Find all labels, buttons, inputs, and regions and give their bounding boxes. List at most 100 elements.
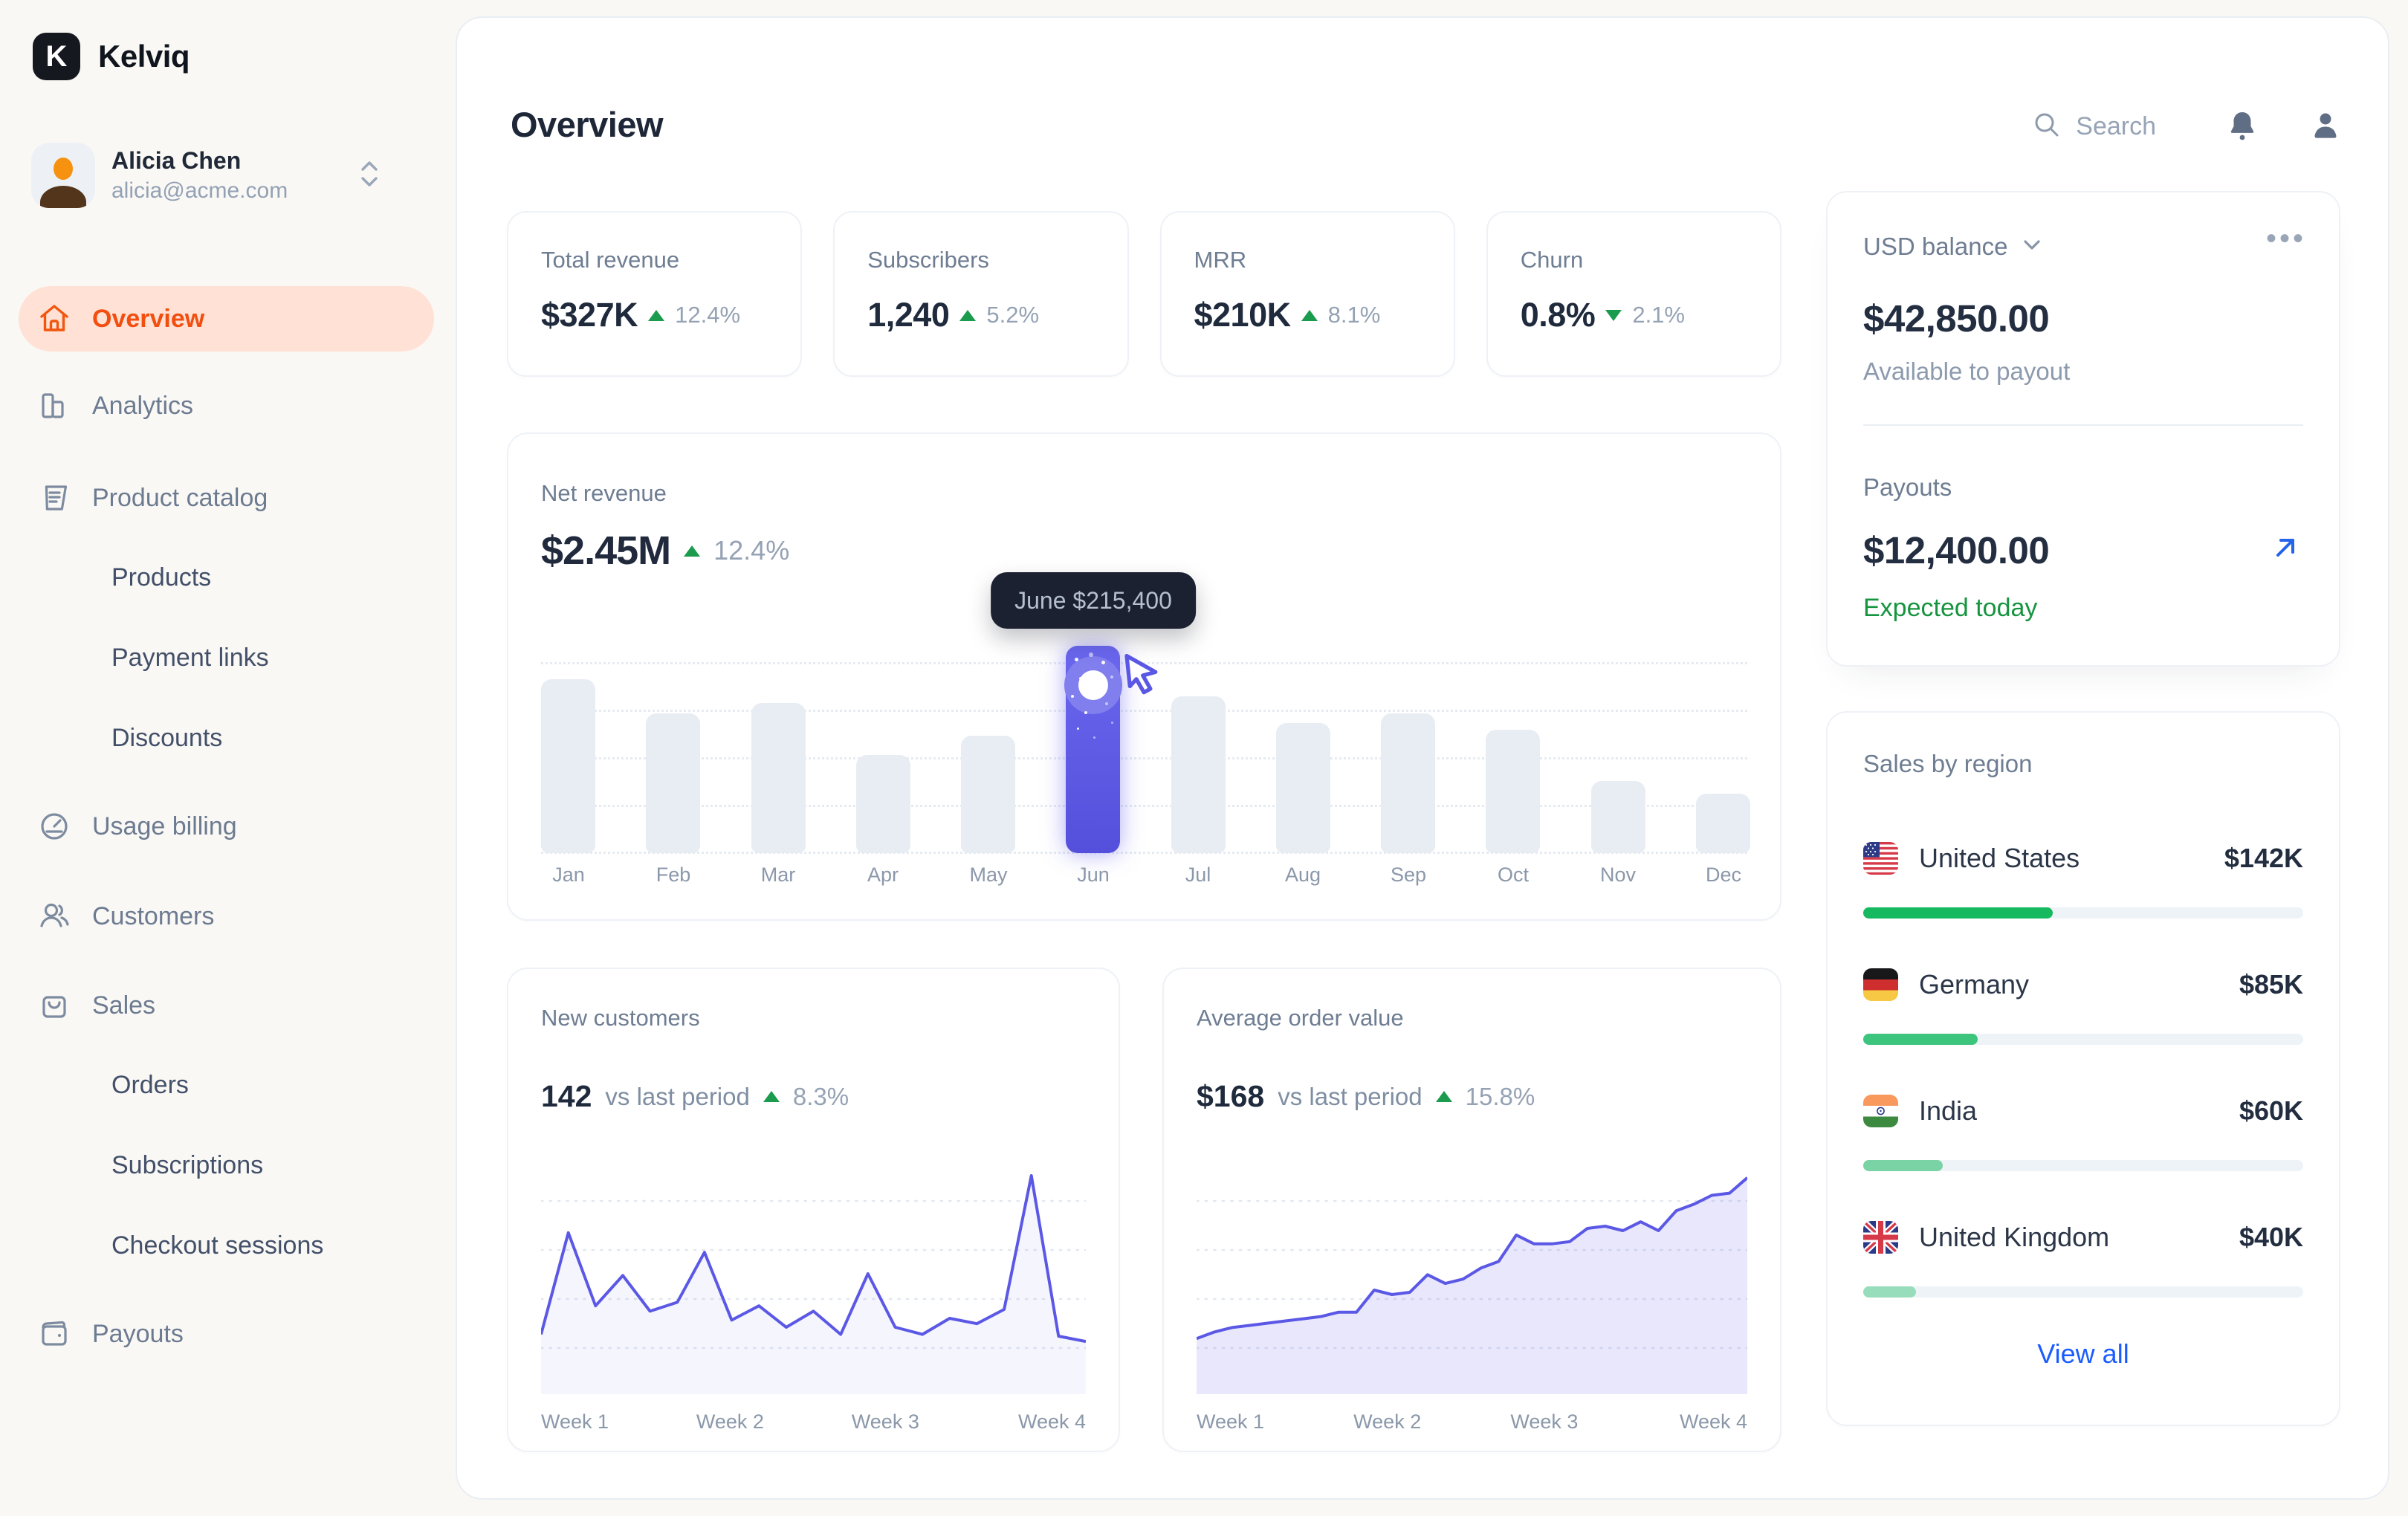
- sidebar-item-label: Products: [111, 563, 212, 592]
- sidebar-item-label: Usage billing: [92, 812, 237, 840]
- payout-expected-caption: Expected today: [1863, 594, 2038, 622]
- gridline: [541, 662, 1747, 664]
- trend-up-icon: [648, 309, 665, 321]
- sidebar-item-product-catalog[interactable]: Product catalog: [19, 465, 434, 531]
- x-tick-label: Week 3: [851, 1410, 919, 1433]
- sidebar-item-customers[interactable]: Customers: [19, 884, 434, 949]
- sidebar-item-checkout-sessions[interactable]: Checkout sessions: [19, 1213, 434, 1278]
- bar-dec[interactable]: [1696, 794, 1750, 853]
- x-tick-label: Week 1: [541, 1410, 609, 1433]
- x-tick-label: Oct: [1497, 864, 1530, 886]
- average-order-value-x-axis: Week 1 Week 2 Week 3 Week 4: [1197, 1410, 1747, 1434]
- x-tick-label: Week 3: [1510, 1410, 1579, 1433]
- average-order-value-compare-label: vs last period: [1278, 1082, 1423, 1110]
- user-name: Alicia Chen: [111, 147, 242, 174]
- stat-label: Total revenue: [541, 247, 680, 273]
- open-payouts-button[interactable]: [2271, 533, 2300, 565]
- bar-chart-icon: [37, 389, 71, 423]
- chart-tooltip: June $215,400: [991, 572, 1196, 629]
- sidebar-item-label: Discounts: [111, 723, 223, 752]
- sidebar-item-products[interactable]: Products: [19, 545, 434, 610]
- gridline: [541, 852, 1747, 854]
- stat-card-total-revenue: Total revenue $327K 12.4%: [507, 211, 803, 377]
- sidebar-item-subscriptions[interactable]: Subscriptions: [19, 1133, 434, 1198]
- new-customers-line-chart: [541, 1155, 1086, 1394]
- average-order-value-value-row: $168 vs last period 15.8%: [1197, 1079, 1535, 1114]
- bar-sep[interactable]: [1381, 713, 1435, 853]
- bell-icon: [2227, 110, 2257, 143]
- sidebar-item-label: Overview: [92, 304, 205, 333]
- stats-row: Total revenue $327K 12.4% Subscribers 1,240 5…: [507, 211, 1781, 377]
- region-row-top: United States $142K: [1863, 836, 2303, 881]
- notifications-button[interactable]: [2227, 110, 2257, 143]
- region-value: $60K: [2239, 1095, 2303, 1126]
- sparkle-dot: [1084, 711, 1087, 714]
- sparkle-dot: [1111, 722, 1114, 724]
- bar-jun[interactable]: [1064, 646, 1122, 853]
- workspace-user-switcher[interactable]: Alicia Chen alicia@acme.com: [31, 143, 425, 208]
- sidebar-item-sales[interactable]: Sales: [19, 973, 434, 1038]
- search-input[interactable]: Search: [2033, 111, 2156, 143]
- x-tick-label: Jun: [1077, 864, 1110, 886]
- stat-card-mrr: MRR $210K 8.1%: [1159, 211, 1455, 377]
- stat-card-subscribers: Subscribers 1,240 5.2%: [833, 211, 1129, 377]
- sidebar: K Kelviq Alicia Chen alicia@acme.com Ove…: [0, 0, 456, 1516]
- bar-may[interactable]: [961, 736, 1015, 853]
- new-customers-delta: 8.3%: [792, 1082, 849, 1110]
- sidebar-item-payment-links[interactable]: Payment links: [19, 625, 434, 690]
- region-name: United States: [1919, 843, 2080, 873]
- sidebar-item-orders[interactable]: Orders: [19, 1052, 434, 1118]
- sidebar-item-label: Customers: [92, 901, 215, 930]
- stat-delta: 2.1%: [1632, 302, 1685, 328]
- average-order-value-label: Average order value: [1197, 1005, 1404, 1031]
- flag-in-icon: [1863, 1095, 1898, 1127]
- sidebar-item-overview[interactable]: Overview: [19, 286, 434, 352]
- sparkle-dot: [1095, 686, 1099, 689]
- bar-jul[interactable]: [1171, 696, 1226, 853]
- view-all-link[interactable]: View all: [1828, 1338, 2339, 1370]
- user-email: alicia@acme.com: [111, 178, 288, 203]
- trend-up-icon: [763, 1091, 780, 1102]
- sidebar-item-label: Checkout sessions: [111, 1231, 324, 1260]
- sparkle-dot: [1110, 676, 1113, 678]
- x-tick-label: Mar: [760, 864, 796, 886]
- x-tick-label: Week 4: [1017, 1410, 1086, 1433]
- bar-jan[interactable]: [541, 679, 595, 853]
- ellipsis-menu-button[interactable]: •••: [2265, 222, 2306, 255]
- net-revenue-label: Net revenue: [541, 480, 667, 506]
- bar-mar[interactable]: [751, 703, 806, 853]
- bar-oct[interactable]: [1486, 730, 1540, 853]
- x-tick-label: Week 4: [1679, 1410, 1747, 1433]
- stat-delta: 8.1%: [1327, 302, 1381, 328]
- home-icon: [37, 302, 71, 336]
- trend-up-icon: [959, 309, 977, 321]
- x-tick-label: Jan: [552, 864, 585, 886]
- sidebar-item-discounts[interactable]: Discounts: [19, 705, 434, 771]
- net-revenue-bar-chart: [541, 646, 1750, 854]
- account-button[interactable]: [2311, 110, 2340, 143]
- sidebar-item-usage-billing[interactable]: Usage billing: [19, 794, 434, 859]
- net-revenue-value-row: $2.45M 12.4%: [541, 528, 789, 574]
- stat-label: Subscribers: [867, 247, 989, 273]
- sidebar-item-label: Subscriptions: [111, 1150, 264, 1179]
- region-name: United Kingdom: [1919, 1222, 2110, 1252]
- stat-value-row: $327K 12.4%: [541, 296, 740, 334]
- sparkle-dot: [1101, 661, 1106, 664]
- sidebar-item-payouts[interactable]: Payouts: [19, 1301, 434, 1367]
- balance-currency-selector[interactable]: USD balance: [1863, 233, 2043, 261]
- sidebar-item-analytics[interactable]: Analytics: [19, 373, 434, 438]
- flag-us-icon: [1863, 842, 1898, 875]
- arrow-up-right-icon: [2271, 539, 2300, 565]
- stat-value: $210K: [1194, 296, 1292, 334]
- x-tick-label: Week 2: [696, 1410, 764, 1433]
- new-customers-compare-label: vs last period: [605, 1082, 750, 1110]
- chevron-up-down-icon[interactable]: [357, 158, 382, 194]
- region-row-top: Germany $85K: [1863, 962, 2303, 1007]
- bar-aug[interactable]: [1276, 723, 1330, 853]
- gauge-icon: [37, 809, 71, 843]
- bar-nov[interactable]: [1591, 781, 1645, 853]
- trend-up-icon: [684, 545, 701, 557]
- region-progress-fill: [1863, 1286, 1917, 1298]
- bar-apr[interactable]: [856, 755, 910, 853]
- bar-feb[interactable]: [646, 713, 700, 853]
